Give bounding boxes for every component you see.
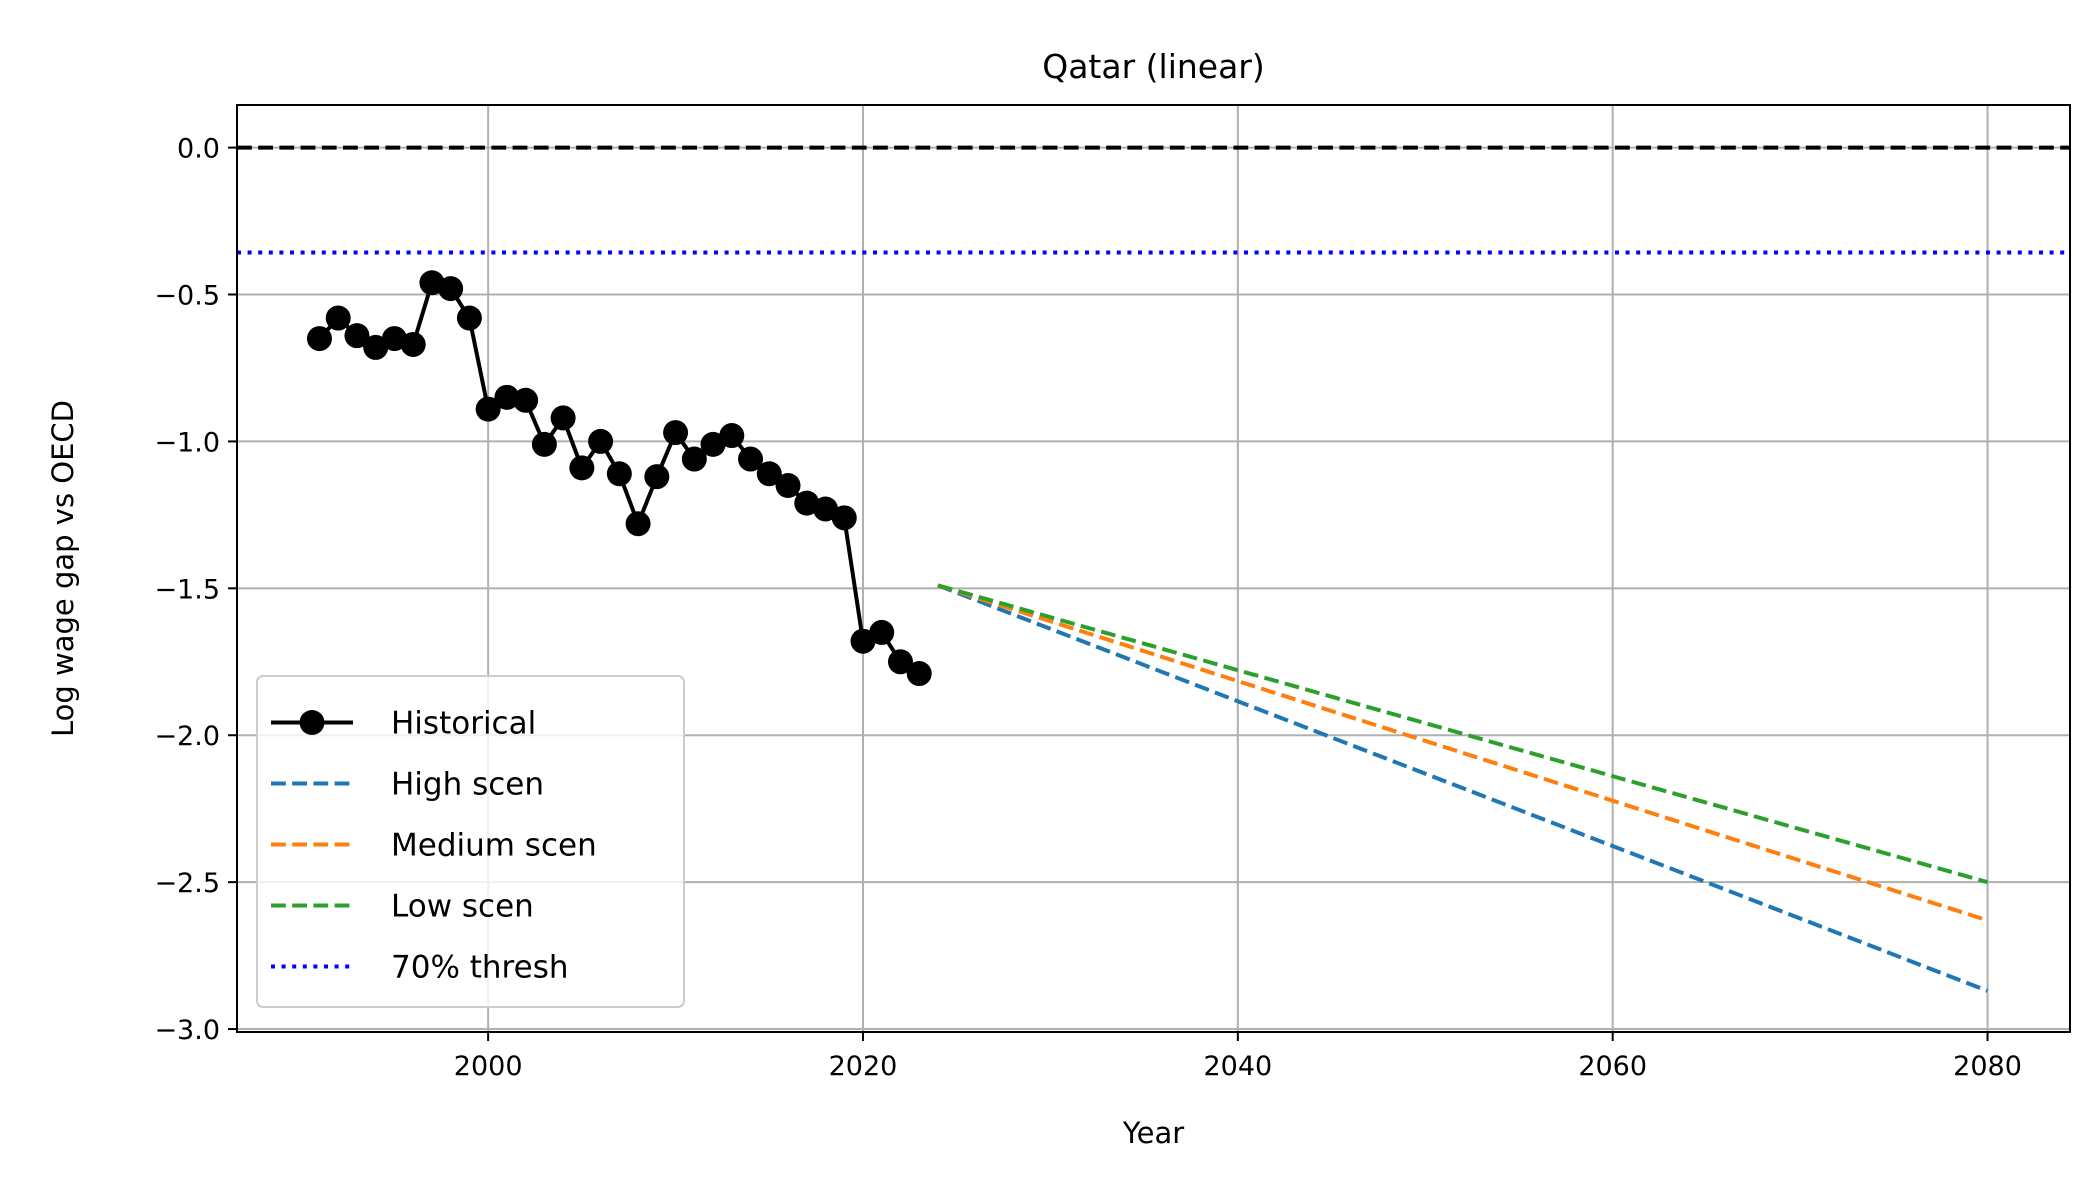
legend-label-high-scen: High scen [391,767,544,803]
y-tick-label: −3.0 [154,1015,220,1046]
historical-point [363,334,389,360]
historical-point [887,649,913,675]
historical-point [775,472,801,498]
y-axis-label: Log wage gap vs OECD [46,400,80,737]
historical-point [738,446,764,472]
historical-point [456,305,482,331]
x-tick-label: 2000 [454,1051,523,1082]
historical-point [588,428,614,454]
historical-point [606,461,632,487]
y-tick-label: −0.5 [154,281,220,312]
x-tick-label: 2060 [1578,1051,1647,1082]
low-scen-line [937,583,1989,885]
medium-scen-line [937,583,1989,923]
historical-point [756,461,782,487]
historical-point [663,420,689,446]
historical-point [644,464,670,490]
historical-point [719,423,745,449]
historical-point [681,446,707,472]
legend: Historical High scen Medium scen Low scen 70… [256,675,685,1008]
y-tick-label: −2.0 [154,721,220,752]
x-tick-label: 2080 [1953,1051,2022,1082]
chart-title: Qatar (linear) [1042,47,1265,86]
y-tick-label: 0.0 [177,134,220,165]
historical-point [513,387,539,413]
legend-label-70-thresh: 70% thresh [391,950,569,986]
historical-point [550,405,576,431]
high-scen-line [937,583,1989,993]
plot-area-frame [236,104,2071,1033]
historical-point [400,331,426,357]
axis-ticks: 2000 2020 2040 2060 2080 0.0 −0.5 −1.0 −1.5 −2.0 −… [154,134,2021,1082]
x-tick-label: 2020 [829,1051,898,1082]
legend-label-low-scen: Low scen [391,889,534,925]
x-tick-label: 2040 [1203,1051,1272,1082]
legend-box [256,675,685,1008]
y-tick-label: −1.0 [154,427,220,458]
historical-point [831,505,857,531]
historical-point [813,496,839,522]
y-tick-label: −1.5 [154,574,220,605]
legend-marker-historical [299,710,325,735]
historical-point [344,323,370,349]
historical-point [906,661,932,687]
historical-point [531,431,557,457]
historical-point [494,384,520,410]
historical-point [869,619,895,645]
historical-point [625,511,651,537]
historical-point [700,431,726,457]
historical-point [325,305,351,331]
reference-lines [237,145,2070,255]
y-tick-label: −2.5 [154,868,220,899]
historical-point [569,455,595,481]
legend-label-historical: Historical [391,706,536,742]
x-axis-label: Year [1122,1116,1184,1150]
legend-label-medium-scen: Medium scen [391,828,597,864]
historical-point [850,628,876,654]
historical-point [438,276,464,302]
historical-point [475,396,501,422]
historical-point [306,326,332,352]
series-group [306,270,1989,993]
